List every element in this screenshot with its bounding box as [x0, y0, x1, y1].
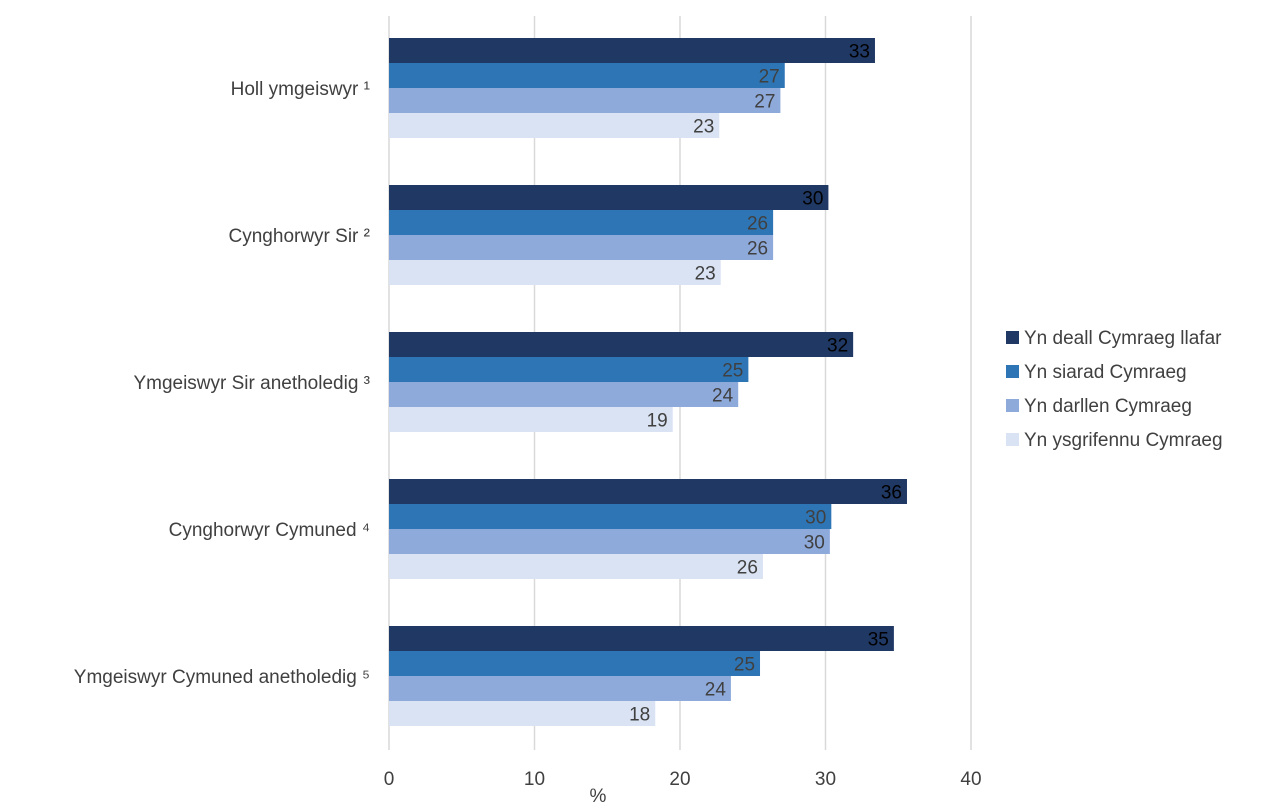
x-tick-label: 10: [524, 769, 545, 790]
bar: [389, 651, 760, 676]
bar: [389, 210, 773, 235]
bar: [389, 185, 828, 210]
legend-label: Yn ysgrifennu Cymraeg: [1024, 430, 1223, 451]
legend-swatch: [1006, 331, 1019, 344]
bar: [389, 235, 773, 260]
category-labels: Holl ymgeiswyr ¹ Cynghorwyr Sir ² Ymgeiswy…: [74, 79, 370, 688]
legend-swatch: [1006, 433, 1019, 446]
bars: [389, 38, 907, 726]
bar-value-label: 26: [747, 239, 768, 260]
legend: Yn deall Cymraeg llafar Yn siarad Cymraeg…: [1006, 328, 1223, 451]
legend-label: Yn darllen Cymraeg: [1024, 396, 1192, 417]
bar: [389, 479, 907, 504]
bar-value-label: 26: [747, 214, 768, 235]
category-label: Holl ymgeiswyr ¹: [231, 79, 370, 100]
category-label: Ymgeiswyr Cymuned anetholedig ⁵: [74, 667, 370, 688]
legend-item: Yn ysgrifennu Cymraeg: [1006, 430, 1223, 451]
bar-value-label: 30: [804, 533, 825, 554]
bar: [389, 554, 763, 579]
bar: [389, 357, 748, 382]
legend-label: Yn siarad Cymraeg: [1024, 362, 1187, 383]
bar: [389, 626, 894, 651]
bar: [389, 701, 655, 726]
category-label: Cynghorwyr Cymuned ⁴: [169, 520, 370, 541]
bar-value-label: 19: [647, 411, 668, 432]
bar: [389, 332, 853, 357]
category-label: Cynghorwyr Sir ²: [229, 226, 370, 247]
legend-item: Yn darllen Cymraeg: [1006, 396, 1192, 417]
category-label: Ymgeiswyr Sir anetholedig ³: [133, 373, 370, 394]
x-tick-label: 0: [384, 769, 395, 790]
bar-value-label: 36: [881, 483, 902, 504]
bar-value-label: 35: [868, 630, 889, 651]
bar-value-label: 33: [849, 42, 870, 63]
bar: [389, 382, 738, 407]
bar: [389, 504, 831, 529]
bar-value-label: 18: [629, 705, 650, 726]
legend-item: Yn deall Cymraeg llafar: [1006, 328, 1222, 349]
bar-value-label: 24: [705, 680, 727, 701]
bar-value-label: 25: [722, 361, 743, 382]
x-tick-labels: 0 10 20 30 40: [384, 769, 982, 790]
bar: [389, 407, 673, 432]
bar: [389, 88, 780, 113]
bar: [389, 38, 875, 63]
bar: [389, 260, 721, 285]
x-axis-title: %: [590, 786, 607, 805]
bar: [389, 113, 719, 138]
x-tick-label: 20: [669, 769, 690, 790]
bar-value-label: 25: [734, 655, 755, 676]
bar-value-label: 23: [693, 117, 714, 138]
bar-value-label: 30: [802, 189, 823, 210]
legend-item: Yn siarad Cymraeg: [1006, 362, 1187, 383]
bar: [389, 529, 830, 554]
bar: [389, 63, 785, 88]
bar-value-label: 26: [737, 558, 758, 579]
bar-value-label: 30: [805, 508, 826, 529]
legend-label: Yn deall Cymraeg llafar: [1024, 328, 1222, 349]
legend-swatch: [1006, 399, 1019, 412]
x-tick-label: 30: [815, 769, 836, 790]
bar-value-label: 27: [754, 92, 775, 113]
x-tick-label: 40: [960, 769, 981, 790]
bar-value-label: 27: [759, 67, 780, 88]
bar-value-label: 32: [827, 336, 848, 357]
bar-value-label: 23: [695, 264, 716, 285]
bar-value-label: 24: [712, 386, 734, 407]
bar: [389, 676, 731, 701]
legend-swatch: [1006, 365, 1019, 378]
